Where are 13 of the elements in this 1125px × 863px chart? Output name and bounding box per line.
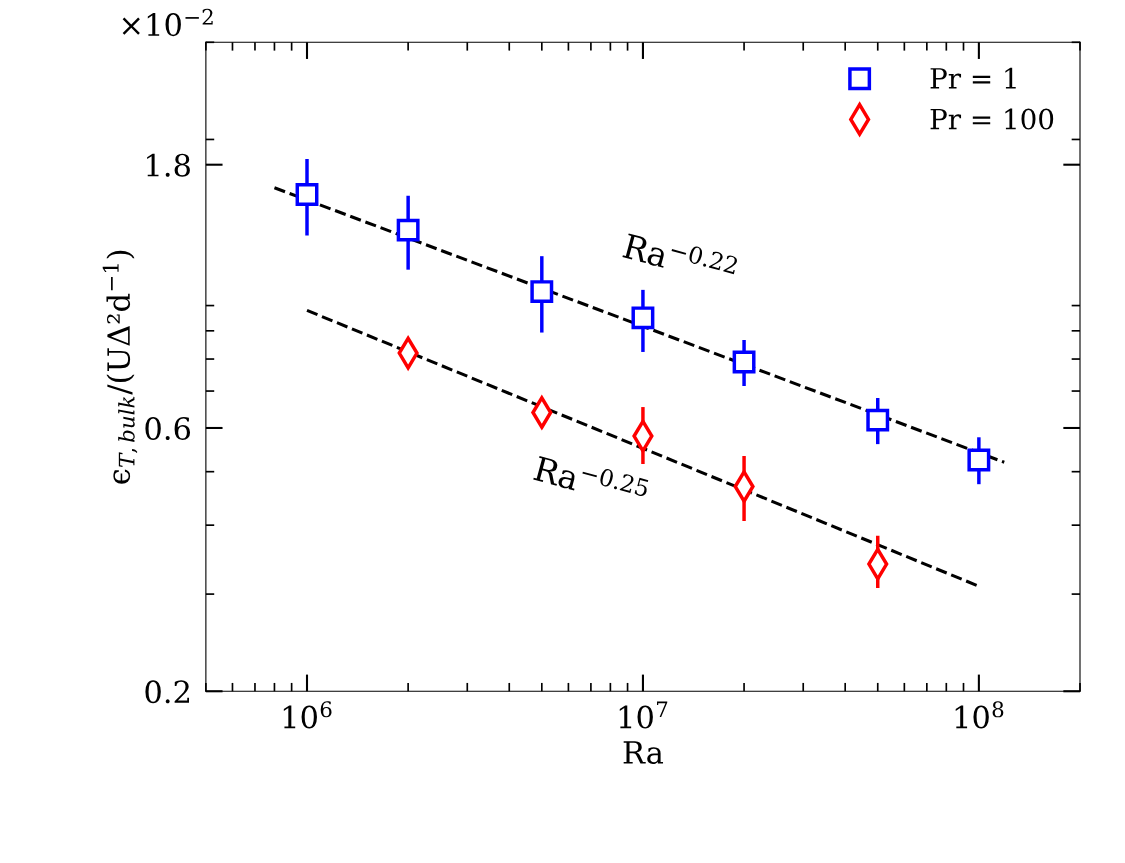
y-axis-title: ϵ$_{T,bulk}$/(UΔ²d$^{−1}$)	[102, 250, 138, 484]
x-tick-label: 10$^{6}$	[283, 701, 332, 729]
legend-label: Pr = 1	[930, 67, 1016, 89]
annotation: Ra$^{−0.25}$	[533, 451, 650, 510]
x-tick-label: 10$^{7}$	[619, 701, 668, 729]
y-tick-label: 0.2	[145, 680, 189, 704]
text: ×10$^{−2}$	[122, 8, 213, 37]
x-axis-title: Ra	[623, 741, 664, 764]
y-tick-label: 0.6	[145, 416, 191, 441]
x-tick-label: 10$^{8}$	[955, 701, 1004, 729]
y-tick-label: 1.8	[147, 153, 190, 177]
annotation: Ra$^{−0.22}$	[622, 228, 739, 287]
legend-label: Pr = 100	[930, 108, 1054, 130]
